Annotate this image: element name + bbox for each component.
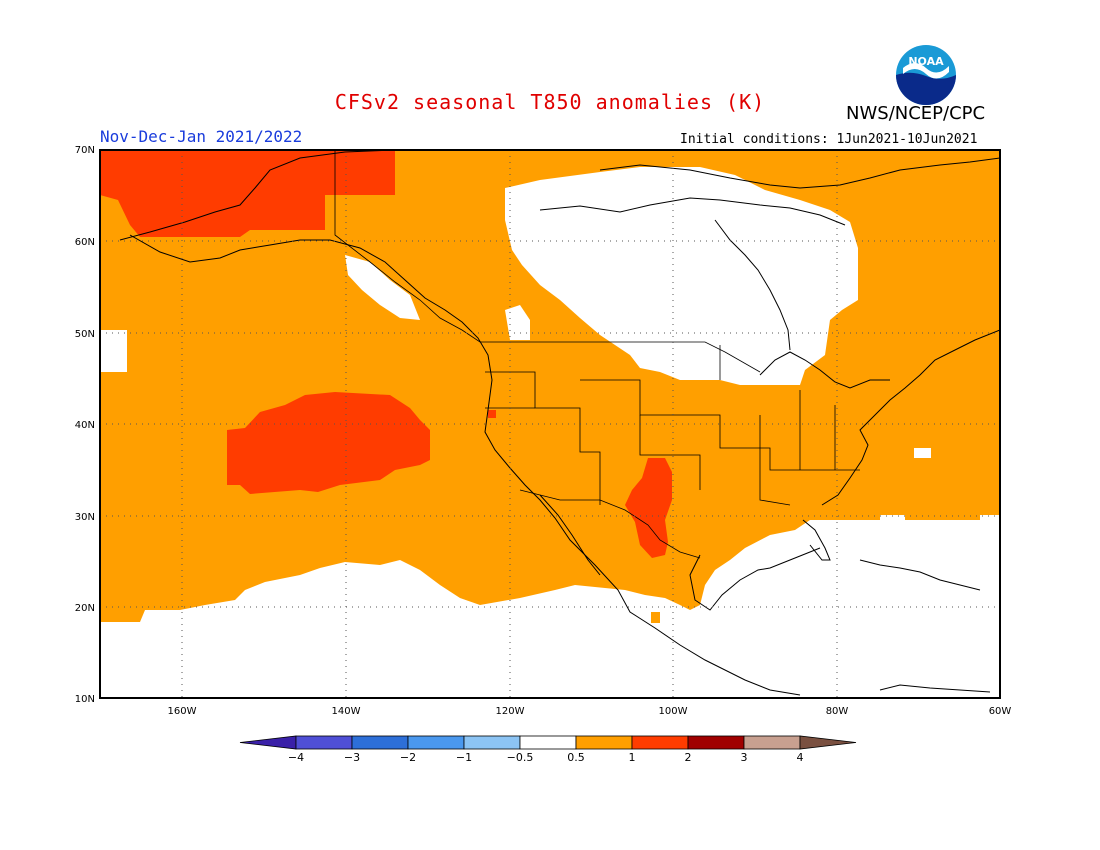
lat-axis: 70N 60N 50N 40N 30N 20N 10N xyxy=(75,145,95,705)
anomaly-region-red-pacific xyxy=(227,392,430,494)
neutral-region-canada xyxy=(505,167,858,385)
colorbar: −4 −3 −2 −1 −0.5 0.5 1 2 3 4 xyxy=(239,735,857,764)
noaa-logo-text: NOAA xyxy=(908,55,944,68)
lon-label: 60W xyxy=(989,706,1012,717)
anomaly-region-red-southwest xyxy=(625,458,672,558)
lat-label: 20N xyxy=(75,603,95,614)
initial-conditions: Initial conditions: 1Jun2021-10Jun2021 xyxy=(680,132,978,147)
colorbar-label: 0.5 xyxy=(567,751,585,764)
colorbar-swatch xyxy=(743,735,801,750)
noaa-logo-icon: NOAA xyxy=(896,45,956,105)
anomaly-region-red-alaska xyxy=(100,150,395,237)
lon-axis: 160W 140W 120W 100W 80W 60W xyxy=(168,706,1012,717)
gridlines xyxy=(100,150,1000,698)
lat-label: 70N xyxy=(75,145,95,156)
agency-label: NWS/NCEP/CPC xyxy=(846,103,986,124)
colorbar-min-arrow xyxy=(239,735,297,750)
lat-label: 30N xyxy=(75,512,95,523)
colorbar-label: 1 xyxy=(629,751,636,764)
colorbar-label: −4 xyxy=(288,751,304,764)
anomaly-region-orange xyxy=(100,150,1000,622)
colorbar-max-arrow xyxy=(799,735,857,750)
colorbar-label: 3 xyxy=(741,751,748,764)
map-frame xyxy=(99,149,1001,699)
colorbar-swatch xyxy=(631,735,689,750)
colorbar-label: −1 xyxy=(456,751,472,764)
lon-label: 160W xyxy=(168,706,197,717)
colorbar-swatch xyxy=(351,735,409,750)
colorbar-label: 4 xyxy=(797,751,804,764)
map-frame-content xyxy=(100,150,1000,698)
colorbar-label: −3 xyxy=(344,751,360,764)
map-title: CFSv2 seasonal T850 anomalies (K) xyxy=(334,90,766,114)
colorbar-swatch xyxy=(575,735,633,750)
lat-label: 50N xyxy=(75,329,95,340)
lat-label: 60N xyxy=(75,237,95,248)
coastlines xyxy=(119,150,1000,696)
colorbar-swatch xyxy=(519,735,577,750)
colorbar-swatch xyxy=(687,735,745,750)
forecast-period: Nov-Dec-Jan 2021/2022 xyxy=(100,127,303,146)
lon-label: 140W xyxy=(332,706,361,717)
lon-label: 100W xyxy=(659,706,688,717)
lat-label: 40N xyxy=(75,420,95,431)
lat-label: 10N xyxy=(75,694,95,705)
borders xyxy=(334,150,860,559)
colorbar-swatch xyxy=(407,735,465,750)
colorbar-label: −0.5 xyxy=(507,751,534,764)
lon-label: 80W xyxy=(826,706,849,717)
colorbar-swatch xyxy=(295,735,353,750)
colorbar-label: 2 xyxy=(685,751,692,764)
colorbar-swatch xyxy=(463,735,521,750)
colorbar-label: −2 xyxy=(400,751,416,764)
lon-label: 120W xyxy=(496,706,525,717)
